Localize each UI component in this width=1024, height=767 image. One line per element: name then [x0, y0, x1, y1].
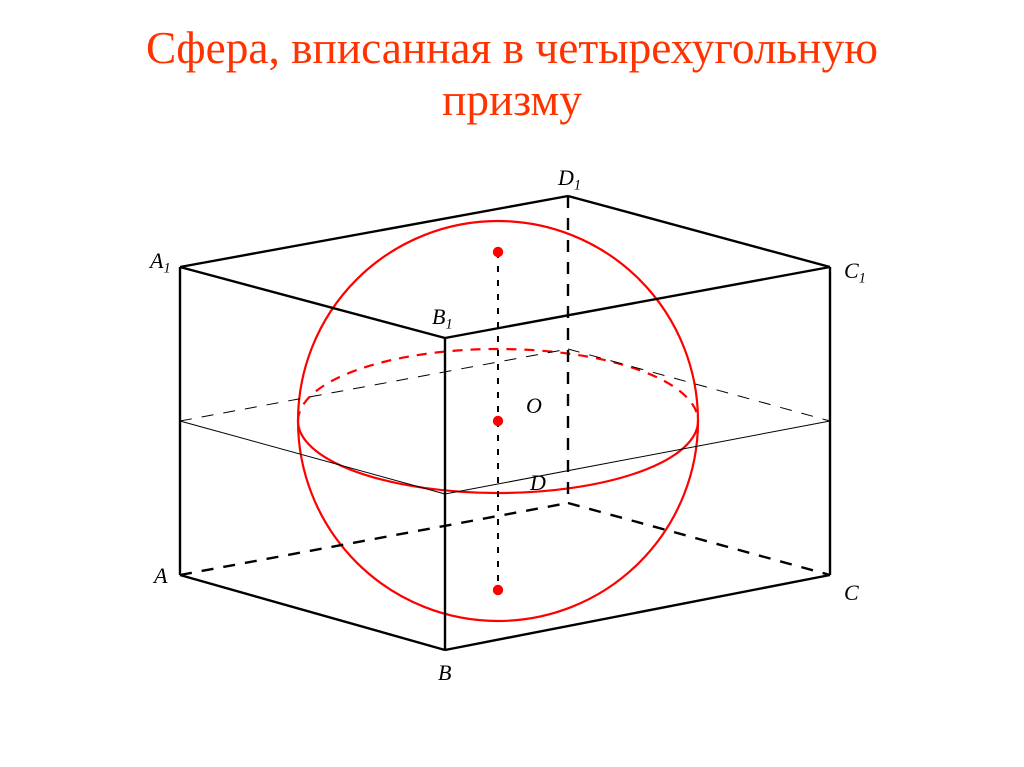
prism-edges	[180, 196, 830, 650]
diagram-svg: D1 A1 C1 B1 O D A C B	[0, 0, 1024, 767]
label-A: A	[152, 563, 168, 588]
dot-center	[493, 416, 503, 426]
label-A1: A1	[148, 248, 171, 276]
label-B1: B1	[432, 304, 453, 332]
label-C1: C1	[844, 258, 866, 286]
label-D: D	[529, 470, 546, 495]
label-D1: D1	[557, 165, 581, 193]
label-O: O	[526, 393, 542, 418]
dot-bottom	[493, 585, 503, 595]
label-B: B	[438, 660, 451, 685]
label-C: C	[844, 580, 859, 605]
vertex-labels: D1 A1 C1 B1 O D A C B	[148, 165, 866, 685]
mid-plane	[180, 349, 830, 494]
dot-top	[493, 247, 503, 257]
